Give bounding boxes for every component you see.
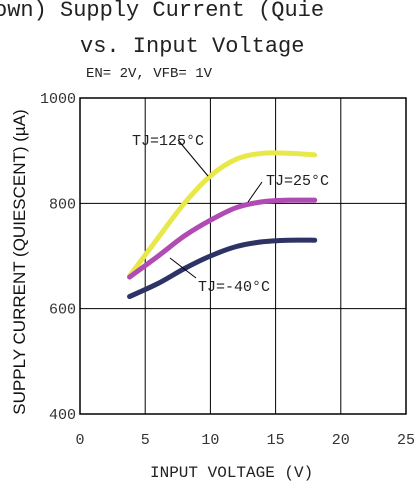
test-conditions: EN= 2V, VFB= 1V	[86, 66, 213, 82]
series-annotation: TJ=125°C	[132, 133, 204, 150]
chart-title-line1: own) Supply Current (Quie	[0, 0, 325, 23]
x-tick-label: 20	[332, 432, 350, 449]
y-tick-label: 400	[49, 407, 76, 424]
x-tick-label: 25	[397, 432, 414, 449]
y-tick-label: 600	[49, 302, 76, 319]
x-axis-label: INPUT VOLTAGE (V)	[150, 464, 314, 482]
series-line-25c	[127, 197, 318, 280]
plot-frame	[79, 97, 407, 415]
y-tick-label: 800	[49, 196, 76, 213]
series-annotation: TJ=-40°C	[198, 279, 270, 296]
chart-title-line2: vs. Input Voltage	[80, 34, 305, 59]
annotation-leader-line	[247, 181, 263, 203]
series-line-minus40c	[127, 237, 318, 300]
x-tick-label: 5	[141, 432, 150, 449]
series-line-125c	[127, 150, 318, 279]
x-tick-label: 15	[267, 432, 285, 449]
annotation-leader-line	[169, 257, 197, 279]
x-tick-label: 10	[201, 432, 219, 449]
series-annotation: TJ=25°C	[266, 173, 329, 190]
annotation-leader-line	[177, 139, 209, 177]
y-tick-label: 1000	[40, 91, 76, 108]
x-tick-label: 0	[75, 432, 84, 449]
